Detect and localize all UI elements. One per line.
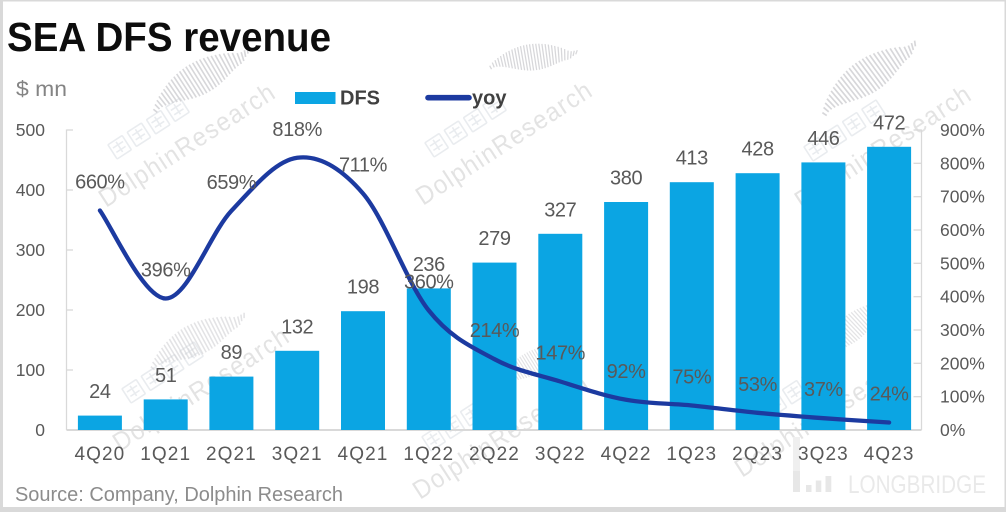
svg-text:100%: 100% [940, 387, 985, 407]
svg-text:198: 198 [347, 277, 379, 299]
svg-text:660%: 660% [75, 172, 125, 194]
svg-text:400%: 400% [940, 287, 985, 307]
svg-text:LONGBRIDGE: LONGBRIDGE [848, 471, 986, 499]
svg-text:711%: 711% [339, 155, 388, 177]
svg-text:600%: 600% [940, 220, 985, 240]
svg-text:3Q21: 3Q21 [272, 444, 323, 465]
svg-text:300: 300 [16, 240, 45, 260]
svg-text:446: 446 [807, 128, 839, 150]
svg-text:53%: 53% [738, 374, 777, 396]
svg-text:659%: 659% [207, 172, 257, 194]
svg-text:300%: 300% [940, 320, 985, 340]
svg-text:360%: 360% [404, 272, 454, 294]
svg-text:1Q22: 1Q22 [403, 444, 454, 465]
svg-text:yoy: yoy [472, 88, 507, 110]
svg-text:2Q22: 2Q22 [469, 444, 520, 465]
svg-text:279: 279 [478, 228, 510, 250]
svg-text:500%: 500% [940, 253, 985, 273]
svg-text:200%: 200% [940, 353, 985, 373]
svg-text:0%: 0% [940, 420, 965, 440]
svg-text:0: 0 [35, 420, 45, 440]
svg-text:818%: 818% [272, 119, 322, 141]
svg-text:SEA DFS revenue: SEA DFS revenue [7, 14, 331, 60]
svg-text:400: 400 [16, 180, 45, 200]
svg-text:1Q23: 1Q23 [666, 444, 717, 465]
svg-text:472: 472 [873, 112, 905, 134]
svg-text:214%: 214% [470, 320, 520, 342]
svg-text:700%: 700% [940, 187, 985, 207]
svg-text:147%: 147% [536, 343, 586, 365]
svg-text:327: 327 [544, 199, 576, 221]
svg-text:4Q22: 4Q22 [601, 444, 652, 465]
svg-text:3Q22: 3Q22 [535, 444, 586, 465]
svg-text:24%: 24% [870, 384, 909, 406]
svg-text:500: 500 [16, 120, 45, 140]
svg-text:4Q21: 4Q21 [338, 444, 389, 465]
svg-text:24: 24 [89, 381, 111, 403]
svg-text:1Q21: 1Q21 [140, 444, 191, 465]
svg-text:DFS: DFS [340, 88, 380, 110]
svg-text:51: 51 [155, 365, 177, 387]
svg-text:3Q23: 3Q23 [798, 444, 849, 465]
svg-text:4Q23: 4Q23 [864, 444, 915, 465]
svg-text:800%: 800% [940, 153, 985, 173]
svg-text:380: 380 [610, 168, 642, 190]
svg-text:89: 89 [221, 342, 243, 364]
svg-text:428: 428 [742, 139, 774, 161]
svg-text:900%: 900% [940, 120, 985, 140]
svg-text:2Q23: 2Q23 [732, 444, 783, 465]
svg-text:100: 100 [16, 360, 45, 380]
svg-text:92%: 92% [607, 361, 646, 383]
svg-text:413: 413 [676, 148, 708, 170]
svg-text:75%: 75% [672, 367, 711, 389]
svg-text:4Q20: 4Q20 [74, 444, 125, 465]
svg-text:200: 200 [16, 300, 45, 320]
svg-text:37%: 37% [804, 379, 843, 401]
svg-text:Source: Company, Dolphin Resea: Source: Company, Dolphin Research [15, 484, 343, 506]
svg-text:236: 236 [413, 254, 445, 276]
svg-text:132: 132 [281, 316, 313, 338]
svg-text:396%: 396% [141, 260, 191, 282]
svg-text:2Q21: 2Q21 [206, 444, 257, 465]
svg-text:$ mn: $ mn [16, 78, 67, 101]
